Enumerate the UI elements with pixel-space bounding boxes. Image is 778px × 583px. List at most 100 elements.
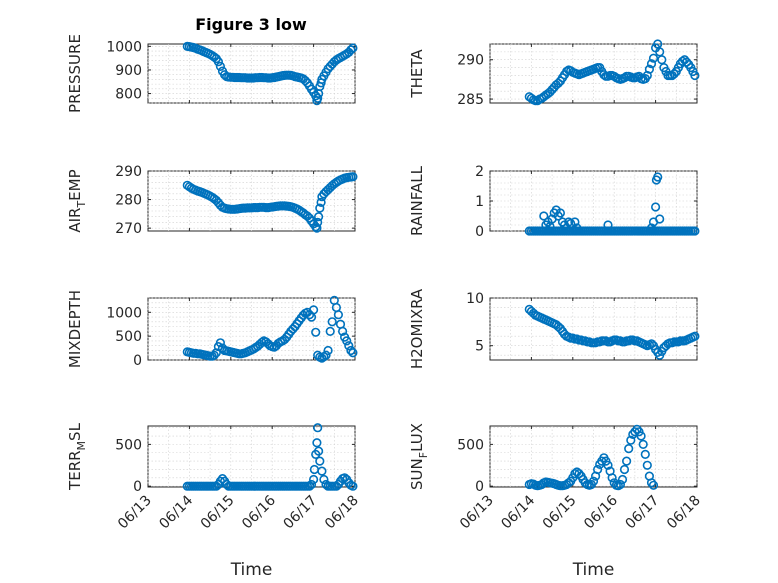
theta-point <box>646 59 657 69</box>
mixdepth-point <box>215 338 225 348</box>
sun_flux-point <box>648 480 659 490</box>
rainfall-point <box>646 223 657 233</box>
rainfall-point <box>572 223 582 233</box>
terr_msl-ylabel-main: TERR <box>66 450 84 491</box>
figure-title: Figure 3 low <box>195 15 307 34</box>
sun_flux-xlabel: Time <box>572 560 615 580</box>
sun_flux-point <box>636 431 646 441</box>
air_temp-point <box>348 172 358 182</box>
mixdepth-ytick-label: 1000 <box>106 305 142 321</box>
pressure-point <box>348 43 358 53</box>
terr_msl-ylabel-sub: M <box>75 441 88 451</box>
air_temp-ytick-label: 270 <box>115 221 142 237</box>
mixdepth-point <box>209 350 219 360</box>
air_temp-point <box>312 223 322 233</box>
theta-point <box>669 69 679 79</box>
sun_flux-point <box>592 464 603 475</box>
rainfall-point <box>570 217 580 227</box>
air_temp-ylabel-sub: T <box>75 201 88 209</box>
terr_msl-point <box>348 481 358 491</box>
rainfall-ytick-label: 1 <box>475 194 484 210</box>
mixdepth-point <box>257 337 267 348</box>
sun_flux-ytick-label: 500 <box>457 437 484 453</box>
rainfall-point <box>564 217 574 227</box>
h2omixra-axes-box <box>489 297 698 361</box>
sun_flux-ylabel-main: SUN <box>408 458 426 490</box>
theta-point <box>644 64 655 74</box>
terr_msl-point <box>222 479 232 490</box>
sun_flux-point <box>574 469 584 479</box>
h2omixra-point <box>690 331 700 341</box>
sun_flux-ytick-label: 0 <box>475 479 484 495</box>
pressure-point <box>213 57 223 67</box>
h2omixra-ylabel-main: H2OMIXRA <box>408 288 426 369</box>
sun_flux-ylabel-rest: LUX <box>408 423 426 452</box>
subplot-pressure: 800 900 1000 PRESSURE <box>66 34 358 113</box>
mixdepth-point <box>309 305 319 315</box>
mixdepth-ytick-label: 500 <box>115 329 142 345</box>
sun_flux-ylabel-sub: F <box>417 452 430 458</box>
rainfall-ytick-label: 2 <box>475 164 484 180</box>
rainfall-point <box>539 211 549 221</box>
terr_msl-point <box>317 466 327 476</box>
terr_msl-ytick-label: 500 <box>115 437 142 453</box>
pressure-point <box>346 45 356 55</box>
sun_flux-point <box>646 478 657 488</box>
mixdepth-point <box>348 348 358 358</box>
air_temp-ytick-label: 290 <box>115 164 142 180</box>
pressure-point <box>215 61 225 72</box>
mixdepth-point <box>338 326 348 337</box>
rainfall-point <box>690 226 700 236</box>
subplot-h2omixra: 5 10 H2OMIXRA <box>408 288 700 369</box>
pressure-ylabel-main: PRESSURE <box>66 34 84 113</box>
sun_flux-point <box>624 444 634 454</box>
rainfall-point <box>650 202 661 212</box>
air_temp-point <box>315 203 325 213</box>
air_temp-point <box>316 197 326 207</box>
mixdepth-ylabel-main: MIXDEPTH <box>66 290 84 368</box>
mixdepth-point <box>311 327 321 337</box>
mixdepth-point <box>319 352 329 362</box>
terr_msl-xlabel: Time <box>230 560 273 580</box>
sun_flux-point <box>615 479 626 490</box>
rainfall-point <box>655 214 665 224</box>
subplot-rainfall: 0 1 2 RAINFALL <box>408 164 700 240</box>
pressure-ytick-label: 800 <box>115 87 142 103</box>
sun_flux-point <box>607 473 617 483</box>
theta-ylabel-main: THETA <box>408 49 426 99</box>
rainfall-point <box>566 218 576 229</box>
mixdepth-point <box>327 317 337 327</box>
air_temp-point <box>313 217 323 227</box>
air_temp-ylabel-rest: EMP <box>66 169 84 200</box>
mixdepth-point <box>323 345 333 356</box>
sun_flux-ylabel: SUNFLUX <box>408 423 430 490</box>
rainfall-point <box>555 208 566 218</box>
sun_flux-point <box>619 464 630 475</box>
theta-point <box>648 53 659 63</box>
sun_flux-point <box>642 460 652 470</box>
mixdepth-ytick-label: 0 <box>133 353 142 369</box>
subplot-air_temp: 270 280 290 AIRTEMP <box>66 164 358 237</box>
subplot-mixdepth: 0 500 1000 MIXDEPTH <box>66 290 358 369</box>
terr_msl-ytick-label: 0 <box>133 479 142 495</box>
terr_msl-point <box>304 481 315 491</box>
mixdepth-ylabel: MIXDEPTH <box>66 290 84 368</box>
sun_flux-point <box>640 449 650 460</box>
terr_msl-point <box>319 474 329 485</box>
terr_msl-point <box>309 474 319 485</box>
sun_flux-point <box>632 424 642 434</box>
mixdepth-point <box>321 350 331 360</box>
sun_flux-point <box>617 474 628 485</box>
air_temp-ytick-label: 280 <box>115 193 142 209</box>
theta-point <box>690 70 700 81</box>
rainfall-ylabel: RAINFALL <box>408 165 426 236</box>
theta-ytick-label: 290 <box>457 53 484 69</box>
air_temp-point <box>314 212 324 222</box>
pressure-ytick-label: 900 <box>115 63 142 79</box>
rainfall-point <box>653 172 663 182</box>
terr_msl-point <box>315 456 325 466</box>
pressure-point <box>313 93 323 103</box>
mixdepth-point <box>342 336 352 346</box>
sun_flux-point <box>626 435 636 445</box>
